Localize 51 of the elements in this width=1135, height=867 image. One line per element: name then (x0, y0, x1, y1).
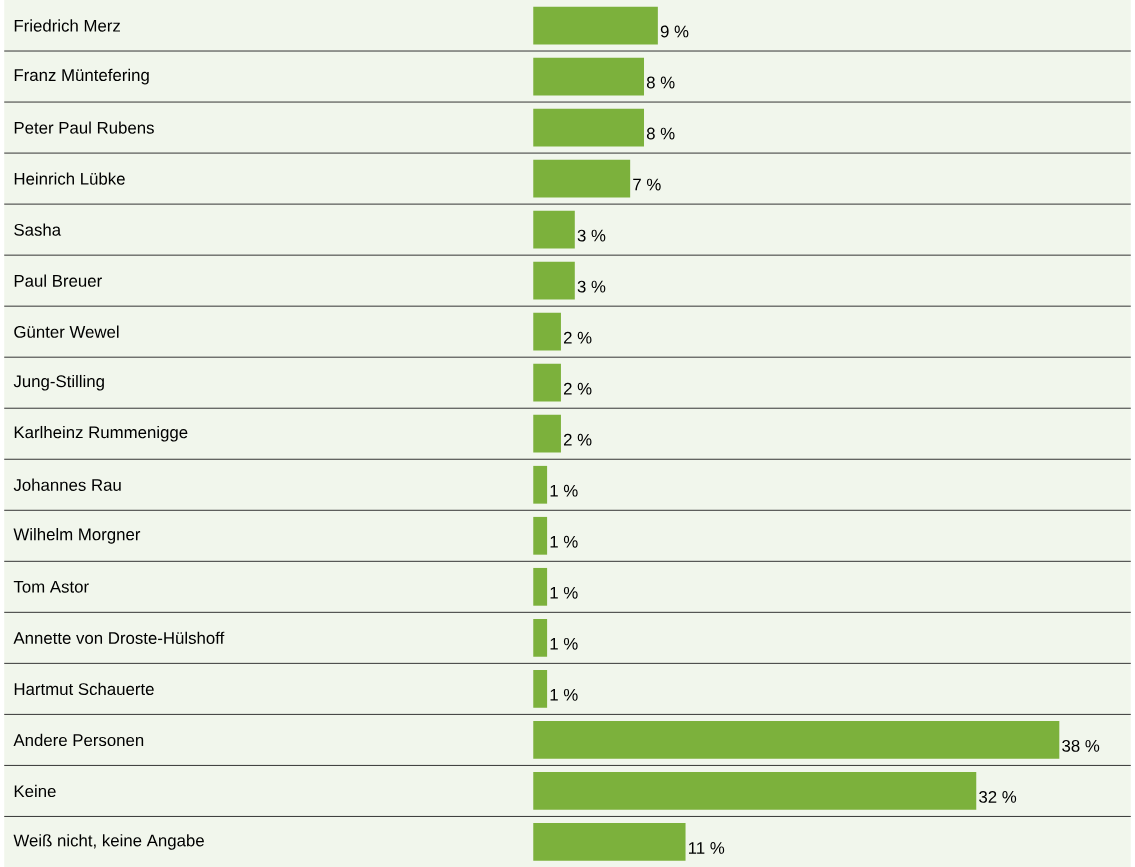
bar (533, 210, 575, 249)
y-tick-label: Peter Paul Rubens (14, 121, 154, 134)
y-tick-label: Keine (14, 784, 56, 797)
bar (533, 312, 561, 351)
data-label: 9 % (660, 25, 689, 38)
y-tick-label: Wilhelm Morgner (13, 527, 141, 544)
data-label: 1 % (550, 688, 578, 701)
y-tick-label: Johannes Rau (13, 478, 121, 491)
data-label: 2 % (563, 331, 592, 344)
data-label: 1 % (550, 586, 578, 599)
bar (533, 261, 575, 300)
bar (533, 414, 561, 453)
y-tick-label: Tom Astor (13, 580, 89, 593)
bar (533, 57, 645, 96)
y-tick-label: Friedrich Merz (14, 19, 120, 32)
data-label: 2 % (563, 382, 592, 395)
y-tick-label: Jung-Stilling (13, 374, 104, 391)
y-tick-label: Weiß nicht, keine Angabe (13, 833, 204, 850)
bar (533, 618, 548, 657)
bar (533, 771, 977, 810)
data-label: 11 % (689, 841, 725, 854)
bar (533, 720, 1060, 759)
bar (533, 159, 631, 198)
y-tick-label: Paul Breuer (14, 274, 102, 287)
y-tick-label: Sasha (14, 223, 62, 236)
bar (533, 108, 645, 147)
y-tick-label: Andere Personen (13, 733, 144, 746)
y-tick-label: Annette von Droste-Hülshoff (13, 631, 225, 644)
y-tick-label: Karlheinz Rummenigge (14, 425, 188, 442)
bar (533, 669, 548, 708)
data-label: 3 % (577, 229, 606, 242)
data-label: 1 % (550, 535, 578, 548)
y-tick-label: Hartmut Schauerte (14, 682, 154, 695)
y-tick-label: Günter Wewel (14, 325, 119, 338)
data-label: 1 % (550, 484, 578, 497)
data-label: 32 % (979, 790, 1017, 803)
data-label: 2 % (563, 433, 592, 446)
bar (533, 822, 686, 861)
data-label: 8 % (646, 76, 675, 89)
data-label: 38 % (1062, 739, 1100, 752)
bar (533, 567, 548, 606)
data-label: 7 % (633, 178, 661, 191)
data-label: 1 % (550, 637, 578, 650)
data-label: 3 % (577, 280, 606, 293)
bar (533, 516, 548, 555)
bar (533, 6, 658, 45)
bar (533, 465, 548, 504)
bar (533, 363, 561, 402)
y-tick-label: Heinrich Lübke (14, 172, 125, 185)
data-label: 8 % (646, 127, 675, 140)
y-tick-label: Franz Müntefering (14, 68, 149, 85)
